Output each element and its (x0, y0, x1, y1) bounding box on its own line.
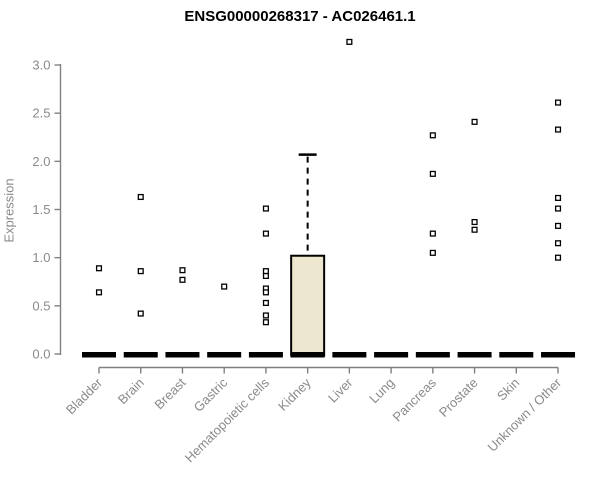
category-label: Pancreas (390, 375, 440, 425)
y-tick-label: 1.0 (32, 250, 50, 265)
outlier-point (262, 299, 269, 306)
category-label: Bladder (63, 375, 106, 418)
outlier-point (554, 254, 562, 261)
outlier-point (262, 312, 269, 319)
y-tick-label: 0.5 (32, 298, 50, 313)
outlier-point (95, 265, 103, 272)
outlier-point (554, 240, 562, 247)
outlier-point (429, 230, 436, 237)
outlier-point (554, 205, 562, 212)
median-bar (415, 352, 450, 358)
outlier-point (137, 268, 144, 275)
outlier-point (471, 218, 478, 226)
outlier-point (221, 283, 228, 290)
outlier-point (554, 126, 562, 133)
y-tick-label: 1.5 (32, 202, 50, 217)
outlier-point (262, 272, 269, 280)
outlier-point (262, 205, 269, 212)
outlier-point (554, 99, 562, 106)
median-bar (541, 352, 576, 358)
median-bar (248, 352, 283, 358)
category-label: Unknown / Other (485, 375, 565, 455)
outlier-point (137, 310, 144, 317)
median-bar (374, 352, 409, 358)
outlier-point (346, 38, 353, 45)
chart-title: ENSG00000268317 - AC026461.1 (184, 8, 416, 25)
category-label: Brain (115, 375, 147, 407)
category-label: Gastric (191, 375, 231, 415)
median-bar (165, 352, 200, 358)
category-label: Kidney (275, 375, 314, 414)
outlier-point (95, 289, 103, 296)
y-tick-label: 2.5 (32, 106, 50, 121)
outlier-point (471, 226, 478, 233)
outlier-point (554, 194, 562, 201)
outlier-point (262, 289, 269, 296)
outlier-point (554, 222, 562, 229)
outlier-point (179, 267, 186, 274)
outlier-point (137, 193, 144, 201)
outlier-point (262, 319, 269, 326)
median-bar (290, 352, 325, 358)
outlier-point (429, 132, 436, 139)
median-bar (332, 352, 367, 358)
median-bar (207, 352, 242, 358)
median-bar (499, 352, 534, 358)
median-bar (123, 352, 158, 358)
outlier-point (262, 230, 269, 237)
outlier-point (429, 170, 436, 177)
outlier-point (179, 276, 186, 283)
outlier-point (471, 118, 478, 125)
median-bar (82, 352, 116, 358)
category-label: Prostate (436, 375, 481, 420)
y-tick-label: 3.0 (32, 58, 50, 73)
category-label: Breast (151, 375, 188, 412)
outlier-point (262, 268, 269, 275)
category-label: Lung (366, 375, 397, 406)
box (290, 254, 326, 357)
outlier-point (429, 249, 436, 256)
category-label: Skin (494, 375, 522, 403)
median-bar (457, 352, 492, 358)
y-tick-label: 2.0 (32, 154, 50, 169)
category-label: Liver (325, 375, 356, 406)
y-tick-label: 0.0 (32, 347, 50, 362)
